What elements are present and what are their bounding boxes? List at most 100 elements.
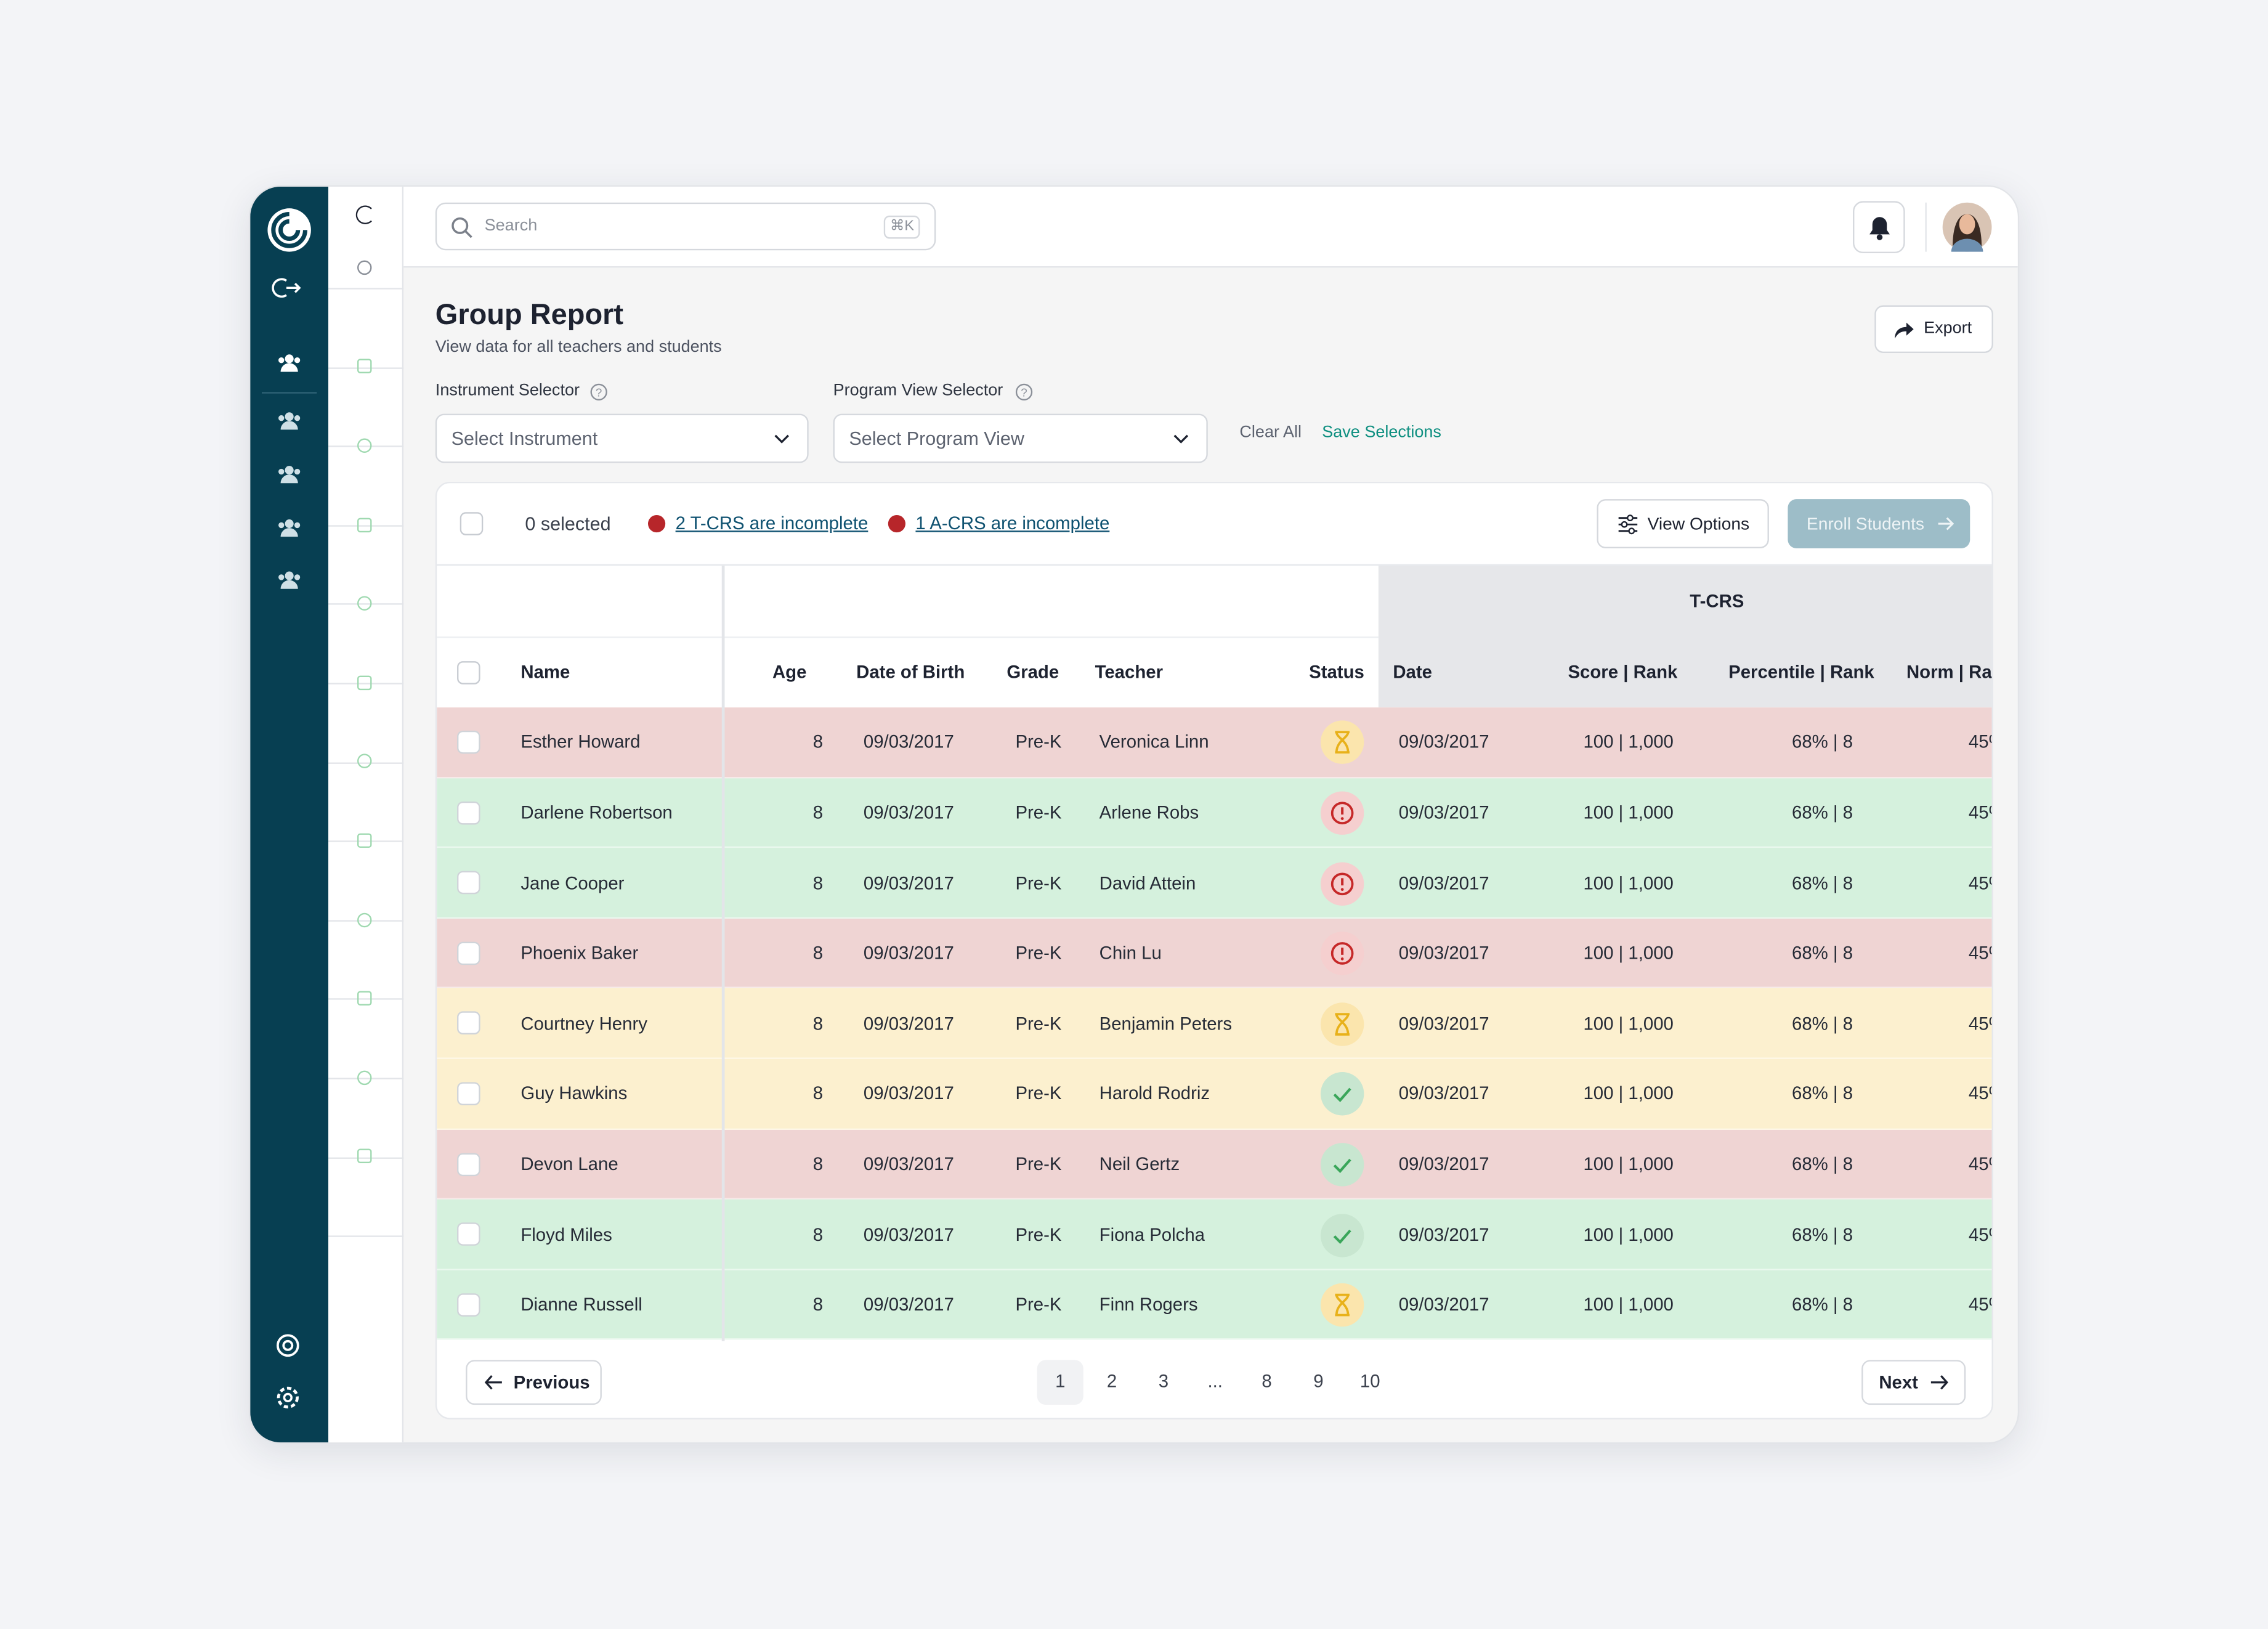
instrument-select[interactable]: Select Instrument [435, 413, 809, 463]
table-cell: Pre-K [1015, 1154, 1062, 1174]
page-number[interactable]: 3 [1158, 1371, 1169, 1392]
table-cell: 45% [1968, 943, 1992, 964]
secondary-sidebar [328, 186, 404, 1443]
row-checkbox[interactable] [457, 1012, 480, 1035]
logout-icon[interactable] [272, 277, 301, 300]
previous-button[interactable]: Previous [466, 1360, 602, 1405]
current-page [1037, 1360, 1083, 1405]
help-icon[interactable] [276, 1334, 300, 1357]
search-box[interactable]: Search ⌘K [435, 202, 936, 251]
avatar[interactable] [1942, 202, 1992, 252]
page-number[interactable]: 9 [1313, 1371, 1324, 1392]
arrow-icon [1938, 517, 1954, 530]
column-header: Grade [1006, 661, 1059, 682]
save-selections-link[interactable]: Save Selections [1322, 424, 1441, 442]
table-row [437, 1200, 1992, 1270]
table-cell: Pre-K [1015, 732, 1062, 753]
help-icon: ? [1015, 383, 1033, 400]
table-cell: 8 [812, 1154, 824, 1174]
nav-icon[interactable] [357, 754, 372, 769]
table-cell: Pre-K [1015, 943, 1062, 964]
table-cell: 100 | 1,000 [1583, 1083, 1674, 1104]
row-checkbox[interactable] [457, 871, 480, 895]
groups-icon[interactable] [277, 353, 302, 373]
page-number[interactable]: 2 [1106, 1371, 1117, 1392]
nav-icon[interactable] [357, 675, 372, 690]
status-icon [1320, 1142, 1364, 1187]
table-cell: 8 [812, 872, 824, 893]
header-checkbox[interactable] [457, 661, 480, 685]
primary-sidebar [250, 186, 329, 1443]
program-select[interactable]: Select Program View [833, 413, 1208, 463]
alert-dot [888, 514, 905, 533]
app-card: Search ⌘K Group Report View data for all… [248, 185, 2020, 1444]
table-cell: 68% | 8 [1792, 1154, 1853, 1174]
nav-icon[interactable] [357, 596, 372, 611]
row-checkbox[interactable] [457, 941, 480, 965]
table-cell: 45% [1968, 1294, 1992, 1315]
row-checkbox[interactable] [457, 1293, 480, 1317]
table-row [437, 918, 1992, 989]
filter-label: Program View Selector [833, 382, 1003, 400]
checkbox[interactable] [460, 512, 484, 535]
notifications-button[interactable] [1853, 201, 1905, 253]
nav-icon[interactable] [357, 260, 372, 275]
view-options-button[interactable]: View Options [1597, 499, 1769, 548]
nav-icon[interactable] [357, 912, 372, 927]
table-cell: Esther Howard [520, 732, 641, 753]
nav-icon[interactable] [357, 1070, 372, 1085]
nav-icon[interactable] [357, 359, 372, 374]
table-cell: 8 [812, 1083, 824, 1104]
page-number[interactable]: ... [1207, 1371, 1223, 1392]
groups-icon[interactable] [277, 465, 302, 485]
row-checkbox[interactable] [457, 1222, 480, 1246]
page-subtitle: View data for all teachers and students [435, 339, 722, 357]
table-row [437, 778, 1992, 848]
page-number[interactable]: 1 [1055, 1371, 1066, 1392]
nav-icon[interactable] [357, 991, 372, 1006]
table-cell: 09/03/2017 [1398, 732, 1489, 753]
next-button[interactable]: Next [1861, 1360, 1966, 1405]
enroll-button[interactable]: Enroll Students [1788, 499, 1970, 548]
bell-icon [1869, 217, 1890, 240]
search-icon [452, 217, 472, 238]
table-cell: 45% [1968, 802, 1992, 823]
nav-icon[interactable] [357, 517, 372, 532]
row-checkbox[interactable] [457, 1152, 480, 1176]
pagination: Previous 1 2 3... 8 9 10 Next [437, 1341, 1991, 1418]
table-cell: Devon Lane [520, 1154, 618, 1174]
nav-icon[interactable] [357, 833, 372, 848]
alert-link[interactable]: 2 T-CRS are incomplete [675, 513, 869, 534]
groups-icon[interactable] [277, 570, 302, 590]
groups-icon[interactable] [277, 518, 302, 538]
search-placeholder: Search [484, 217, 538, 235]
column-header: Age [772, 661, 807, 682]
settings-icon[interactable] [277, 1386, 300, 1410]
table-cell: 09/03/2017 [1398, 872, 1489, 893]
export-button[interactable]: Export [1874, 305, 1993, 353]
table-cell: 100 | 1,000 [1583, 1013, 1674, 1034]
row-checkbox[interactable] [457, 1082, 480, 1106]
column-header: Date of Birth [856, 661, 965, 682]
table-cell: 09/03/2017 [863, 1154, 954, 1174]
page-number[interactable]: 8 [1262, 1371, 1272, 1392]
clear-all-link[interactable]: Clear All [1239, 424, 1302, 442]
table-cell: Phoenix Baker [520, 943, 639, 964]
alert-link[interactable]: 1 A-CRS are incomplete [915, 513, 1110, 534]
row-checkbox[interactable] [457, 800, 480, 824]
table-cell: 45% [1968, 1154, 1992, 1174]
page-number[interactable]: 10 [1359, 1371, 1380, 1392]
nav-icon[interactable] [357, 1149, 372, 1164]
groups-icon[interactable] [277, 411, 302, 431]
divider [262, 392, 317, 394]
status-icon [1320, 932, 1364, 975]
nav-icon[interactable] [357, 438, 372, 453]
row-checkbox[interactable] [457, 730, 480, 754]
table-cell: 09/03/2017 [1398, 1083, 1489, 1104]
table-cell: Dianne Russell [520, 1294, 642, 1315]
collapse-icon[interactable] [355, 205, 375, 224]
alert-dot [647, 514, 666, 533]
table-cell: 68% | 8 [1792, 1013, 1853, 1034]
